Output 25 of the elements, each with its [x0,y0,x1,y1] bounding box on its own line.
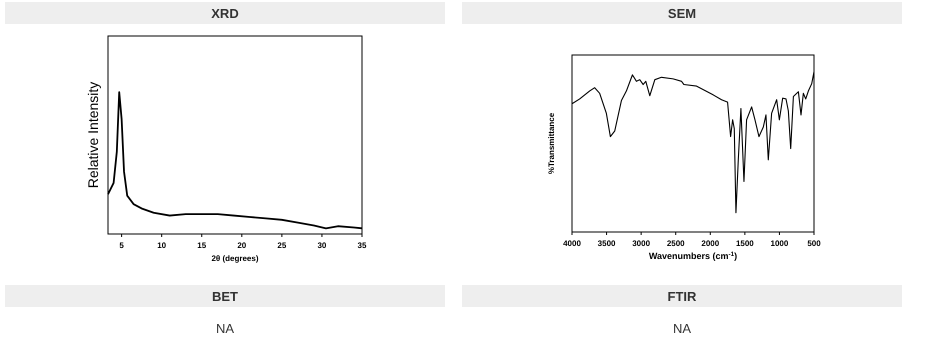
x-tick-label: 500 [807,239,822,248]
text: FTIR [668,289,698,304]
x-tick-label: 4000 [563,239,582,248]
y-axis-title: Relative Intensity [85,82,101,188]
x-tick-label: 2500 [666,239,686,248]
x-tick-label: 5 [119,241,124,250]
x-tick-label: 10 [157,241,167,250]
x-tick-label: 2000 [701,239,720,248]
x-tick-label: 35 [358,241,367,250]
x-axis-title: 2θ (degrees) [211,254,259,263]
text: NA [216,321,234,336]
x-tick-label: 30 [317,241,327,250]
text: BET [212,289,238,304]
x-tick-label: 20 [237,241,247,250]
y-axis-title: %Transmittance [547,112,556,174]
x-tick-label: 25 [277,241,287,250]
text: NA [672,321,692,336]
x-tick-label: 15 [197,241,207,250]
chart-title: SEM [668,6,696,21]
x-axis-title: Wavenumbers (cm$^{-1}$) [648,250,738,261]
x-tick-label: 1500 [736,239,754,248]
x-tick-label: 3500 [598,239,616,248]
chart-title: XRD [211,6,239,21]
x-tick-label: 1000 [770,239,789,248]
x-tick-label: 3000 [632,239,651,248]
